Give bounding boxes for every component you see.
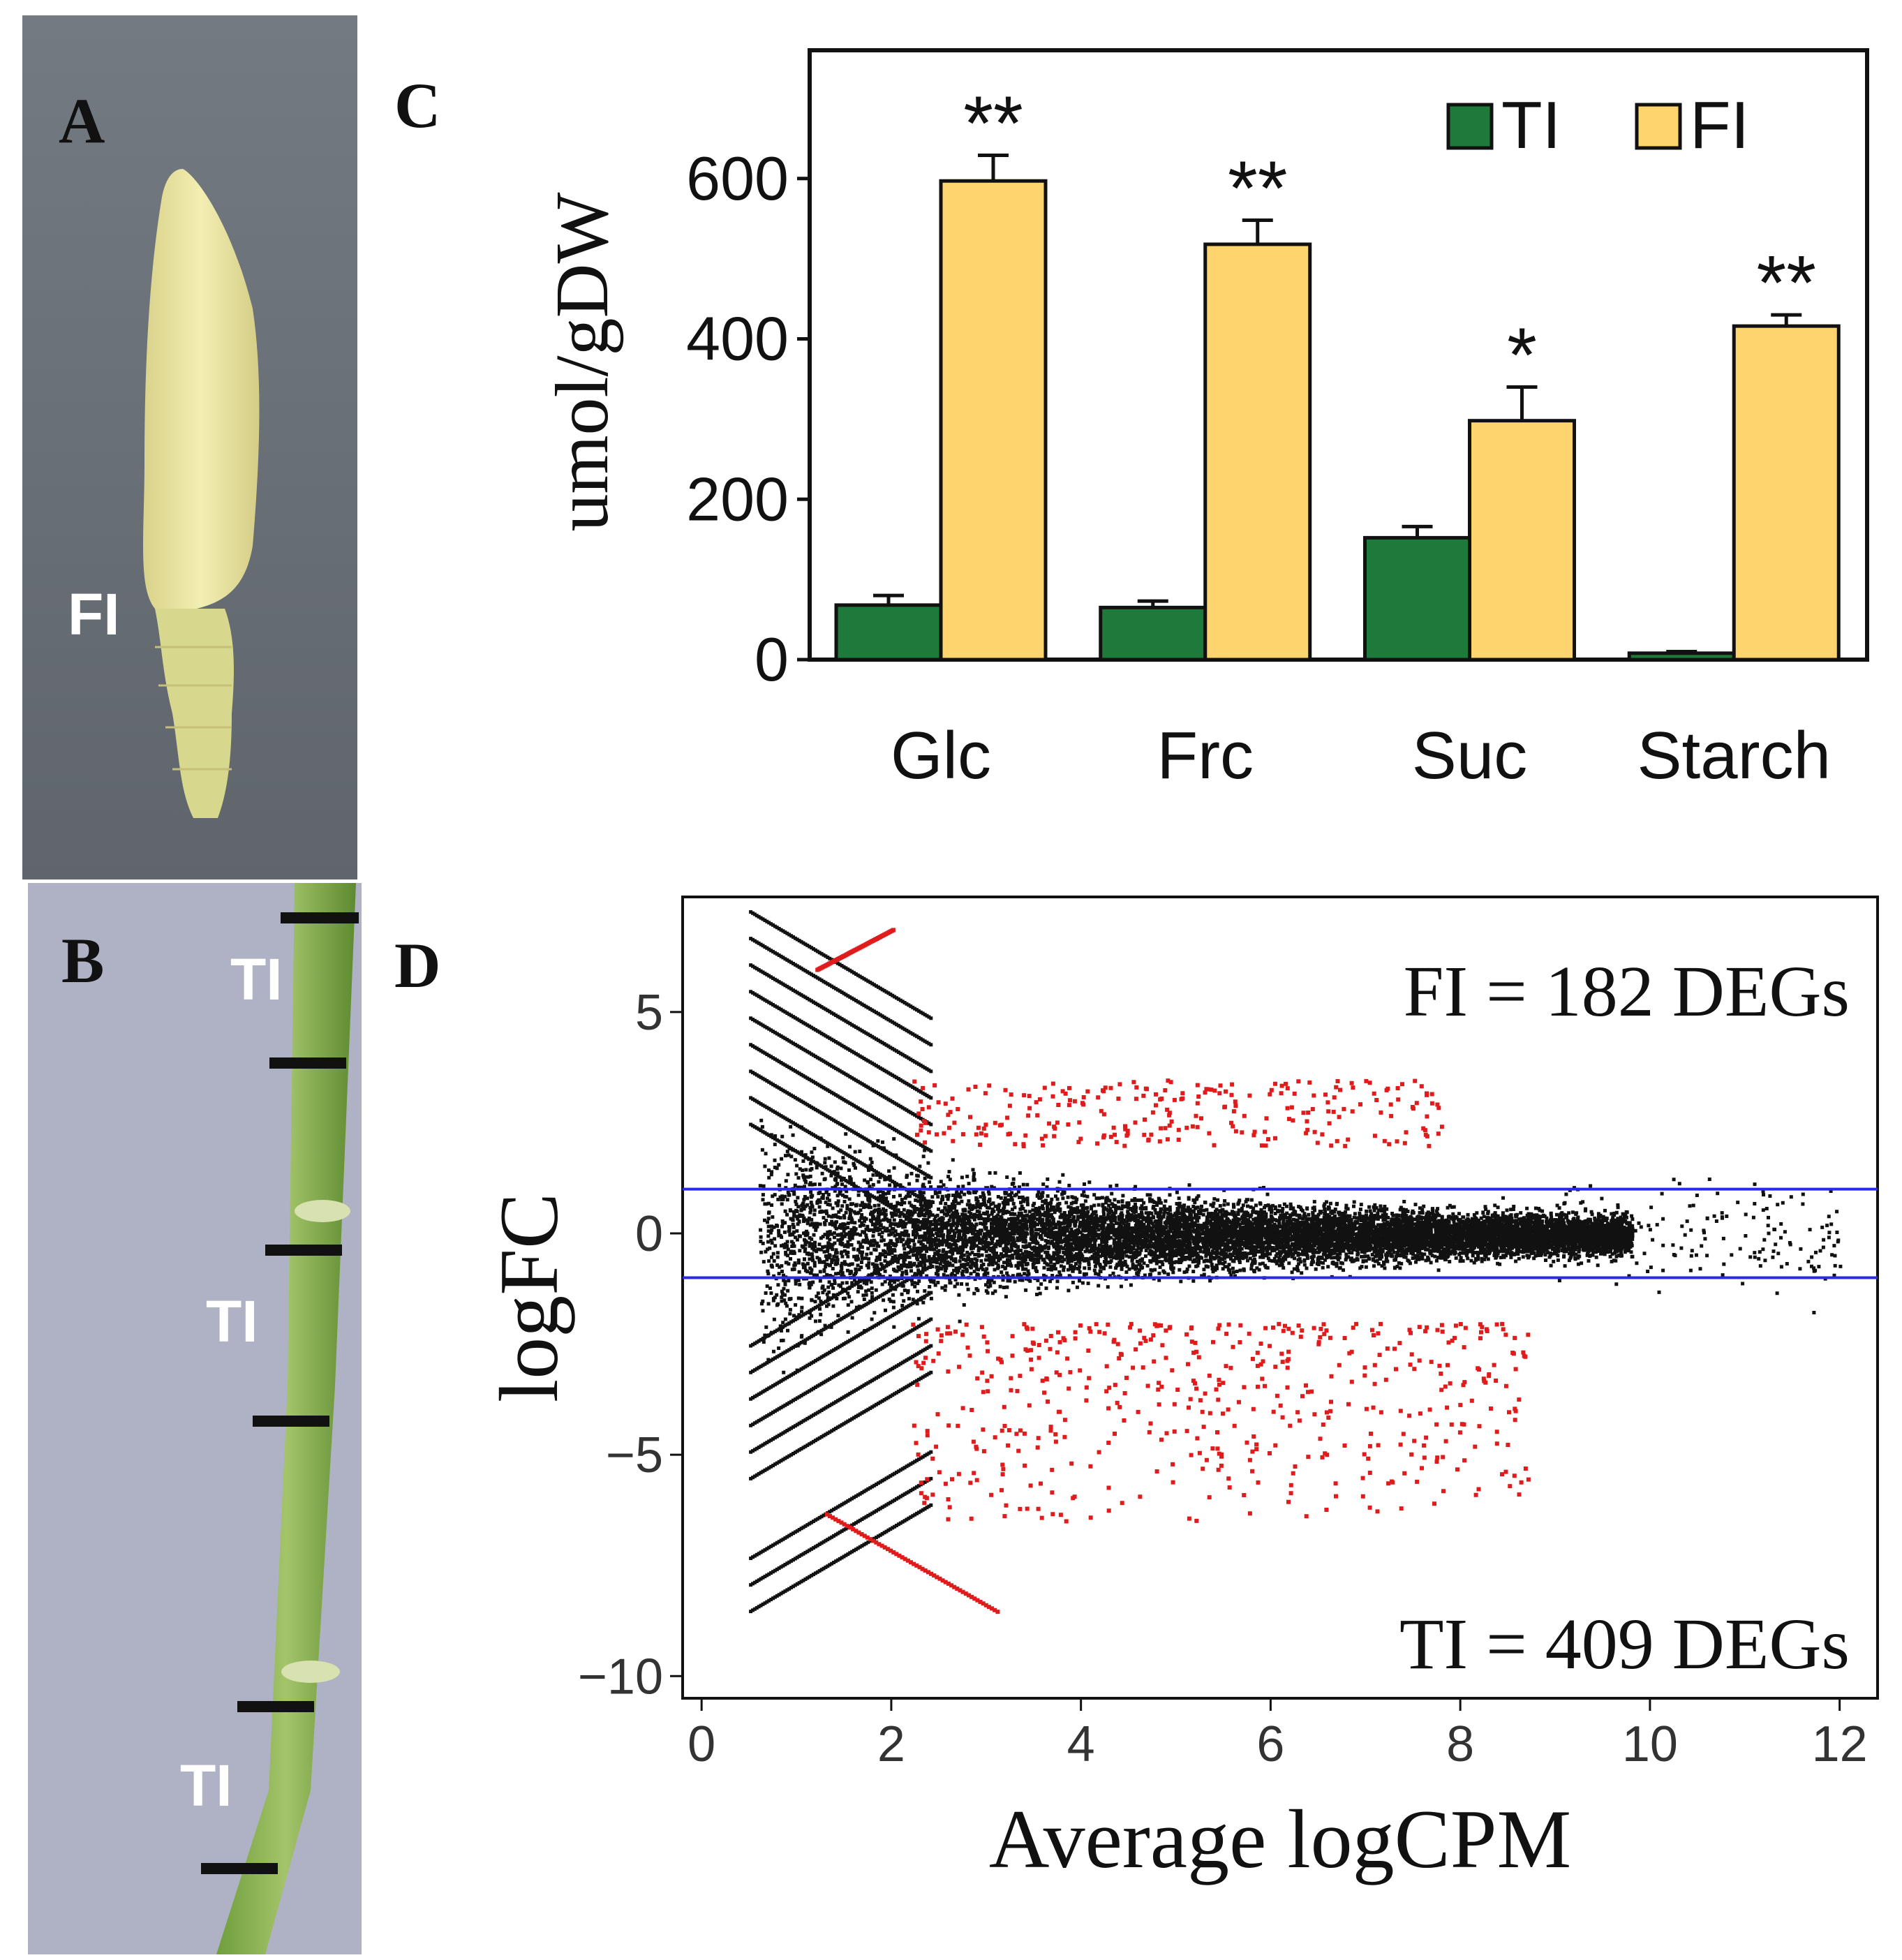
significance-marker: ** [963,80,1023,166]
bar-ti-suc [1363,535,1471,662]
x-tick-label: 0 [688,1716,715,1772]
significance-marker: * [1507,312,1537,398]
legend-label-ti: TI [1501,88,1561,163]
y-tick-label: 200 [686,464,789,533]
ear-photo [22,15,357,879]
y-tick-label: 5 [635,985,663,1041]
stem-photo [28,883,362,1954]
panel-b-label: B [61,925,105,996]
ti-photo-label-1: TI [230,946,283,1012]
bar-ti-starch [1627,651,1736,662]
fi-photo-label: FI [68,581,120,647]
x-tick-label: Suc [1412,718,1527,793]
x-tick-label: 10 [1622,1716,1678,1772]
y-tick-label: −10 [578,1649,663,1705]
x-tick-label: 6 [1256,1716,1284,1772]
x-axis-label: Average logCPM [989,1792,1571,1885]
x-tick-label: 4 [1067,1716,1095,1772]
bar-fi-starch [1732,324,1841,662]
bar-fi-glc [939,179,1048,662]
panel-a-label: A [59,85,105,156]
significance-marker: ** [1756,240,1816,326]
y-tick-label: 0 [635,1206,663,1262]
legend-swatch-fi [1635,103,1682,150]
y-axis-label: umol/gDW [541,192,624,531]
y-tick-label: 400 [686,304,789,373]
x-tick-label: Frc [1157,718,1254,793]
y-axis-label: logFC [482,1193,575,1402]
ma-plot: 0 2 4 6 8 10 12 5 0 −5 −10 Average logCPM logFC FI = … [482,896,1879,1885]
legend-label-fi: FI [1690,88,1749,163]
y-tick-label: 600 [686,144,789,213]
significance-marker: ** [1228,146,1288,232]
ti-photo-label-3: TI [180,1753,232,1818]
y-tick-label: 0 [755,625,789,694]
panel-c-label: C [394,70,441,141]
x-tick-label: 8 [1446,1716,1474,1772]
bar-ti-frc [1099,605,1208,662]
x-tick-label: 2 [877,1716,905,1772]
bar-fi-frc [1203,242,1312,662]
x-tick-label: Starch [1637,718,1831,793]
non-significant-points [749,910,1843,1614]
legend-swatch-ti [1446,103,1494,150]
panel-b-photo: B TI TI TI [28,883,362,1954]
panel-d-label: D [394,930,441,1001]
annotation-fi-degs: FI = 182 DEGs [1404,951,1850,1032]
ti-photo-label-2: TI [206,1289,258,1354]
bar-fi-suc [1468,419,1576,662]
bar-chart-sugars: 0 200 400 600 umol/gDW ** Glc ** Frc * Suc ** Starch… [541,48,1869,793]
bar-ti-glc [834,603,943,662]
plot-frame [808,48,1869,662]
y-tick-label: −5 [606,1427,663,1483]
x-tick-label: 12 [1812,1716,1868,1772]
x-tick-label: Glc [891,718,991,793]
annotation-ti-degs: TI = 409 DEGs [1399,1604,1850,1684]
panel-a-photo: A FI [22,15,357,879]
